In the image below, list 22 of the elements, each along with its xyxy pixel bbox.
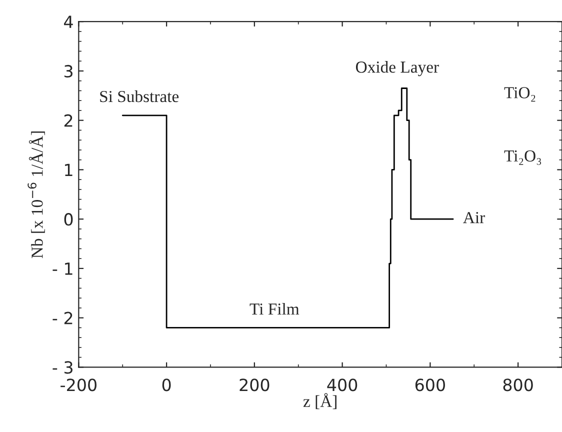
annotation: TiO₂: [504, 87, 536, 102]
y-tick-label: 2: [64, 114, 72, 127]
annotation: Ti₂O₃: [504, 150, 542, 165]
annotation: Oxide Layer: [356, 61, 439, 76]
y-tick-label: 0: [64, 213, 73, 226]
y-tick-label: 4: [64, 16, 73, 28]
x-tick-label: 400: [327, 378, 358, 392]
annotation: Ti Film: [250, 302, 300, 315]
y-tick-label: - 1: [52, 262, 72, 275]
x-tick-label: 800: [503, 378, 533, 392]
x-tick-label: 200: [240, 378, 270, 392]
y-tick-label: 3: [64, 64, 72, 78]
annotation: Air: [463, 212, 485, 224]
x-tick-label: 600: [415, 378, 445, 392]
y-axis-title: Nb [x 10$^{−6}$ 1/Å/Å]: [28, 131, 45, 258]
x-tick-label: 0: [162, 378, 171, 392]
x-axis-title: z [Å]: [303, 393, 336, 410]
x-tick-label: -200: [60, 378, 96, 392]
y-tick-label: - 2: [52, 312, 72, 324]
annotation: Si Substrate: [100, 90, 179, 102]
y-tick-label: - 3: [52, 361, 72, 374]
y-tick-label: 1: [65, 164, 72, 176]
